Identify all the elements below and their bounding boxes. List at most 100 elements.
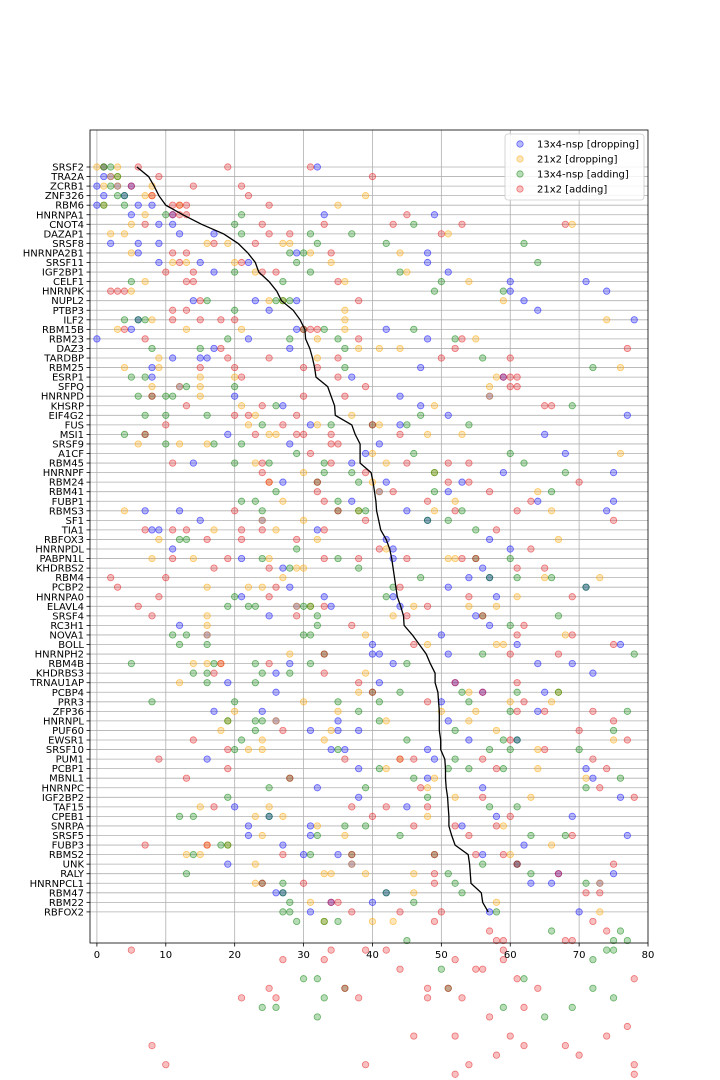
- x-tick-label: 0: [94, 950, 100, 961]
- data-point: [244, 411, 253, 419]
- x-tick-label: 10: [159, 950, 172, 961]
- y-tick-label: SRSF11: [46, 258, 84, 269]
- data-point: [279, 478, 287, 486]
- data-point: [224, 765, 232, 773]
- data-point: [196, 258, 204, 267]
- y-tick-label: NOVA1: [49, 630, 84, 641]
- data-point: [265, 564, 273, 572]
- data-point: [527, 545, 535, 553]
- data-point: [596, 784, 604, 792]
- data-point: [203, 535, 211, 544]
- data-point: [265, 659, 273, 668]
- data-point: [306, 449, 315, 458]
- data-point: [403, 507, 411, 515]
- data-point: [306, 659, 315, 668]
- y-tick-label: ZNF326: [45, 191, 84, 202]
- data-point: [175, 201, 184, 209]
- data-point: [327, 946, 335, 954]
- data-point: [410, 755, 418, 763]
- data-point: [244, 831, 253, 840]
- data-point: [603, 316, 611, 324]
- y-tick-label: UNK: [63, 860, 85, 871]
- data-point: [286, 440, 294, 448]
- data-point: [534, 488, 542, 496]
- legend-marker: [516, 140, 524, 148]
- data-point: [182, 277, 191, 286]
- data-point: [286, 249, 294, 257]
- data-point: [265, 984, 273, 992]
- data-point: [513, 574, 521, 582]
- y-tick-label: SRSF2: [52, 163, 84, 174]
- data-point: [506, 383, 514, 391]
- y-tick-label: TRA2A: [50, 172, 84, 183]
- data-point: [541, 688, 549, 696]
- data-point: [196, 354, 204, 362]
- y-tick-label: RBMS2: [49, 850, 84, 861]
- data-point: [417, 402, 425, 410]
- data-point: [410, 870, 418, 878]
- data-point: [506, 1032, 514, 1040]
- data-point: [224, 554, 232, 563]
- data-point: [320, 554, 328, 563]
- data-point: [210, 526, 218, 534]
- data-point: [423, 258, 432, 267]
- data-point: [520, 841, 528, 849]
- data-point: [458, 889, 466, 897]
- data-point: [355, 994, 363, 1002]
- x-tick-label: 80: [642, 950, 655, 961]
- data-point: [231, 707, 239, 715]
- y-tick-label: RBM23: [49, 334, 84, 345]
- data-point: [182, 870, 191, 878]
- data-point: [231, 373, 239, 381]
- data-point: [148, 698, 156, 706]
- data-point: [258, 1003, 266, 1012]
- y-tick-label: SRSF5: [52, 831, 84, 842]
- data-point: [169, 631, 177, 639]
- data-point: [293, 430, 301, 438]
- data-point: [244, 421, 253, 429]
- data-point: [348, 411, 356, 419]
- data-point: [492, 526, 501, 534]
- data-point: [382, 765, 390, 773]
- data-point: [423, 430, 432, 438]
- data-point: [430, 917, 439, 926]
- data-point: [189, 812, 197, 821]
- data-point: [334, 745, 342, 754]
- y-tick-label: RBFOX2: [44, 907, 84, 918]
- data-point: [554, 870, 563, 878]
- data-point: [182, 249, 191, 257]
- data-point: [155, 535, 163, 544]
- data-point: [451, 822, 459, 830]
- data-point: [534, 659, 542, 668]
- data-point: [272, 717, 280, 725]
- data-point: [175, 679, 184, 687]
- data-point: [203, 297, 211, 305]
- data-point: [162, 411, 170, 419]
- data-point: [430, 287, 439, 295]
- legend-marker: [516, 185, 524, 193]
- data-point: [341, 306, 349, 314]
- data-point: [293, 258, 301, 267]
- data-point: [251, 879, 259, 887]
- data-point: [327, 258, 335, 267]
- data-point: [265, 784, 273, 792]
- data-point: [237, 593, 246, 601]
- data-point: [499, 822, 507, 830]
- data-point: [210, 344, 218, 353]
- data-point: [162, 268, 170, 276]
- data-point: [148, 1042, 156, 1050]
- data-point: [237, 554, 246, 563]
- data-point: [141, 841, 149, 849]
- data-point: [444, 717, 452, 725]
- data-point: [231, 745, 239, 754]
- data-point: [465, 698, 473, 706]
- data-point: [492, 1051, 501, 1059]
- data-point: [541, 745, 549, 754]
- data-point: [623, 736, 631, 744]
- data-point: [451, 344, 459, 353]
- data-point: [465, 459, 473, 467]
- data-point: [272, 669, 280, 677]
- data-point: [368, 421, 377, 429]
- data-point: [196, 850, 204, 859]
- data-point: [410, 822, 418, 830]
